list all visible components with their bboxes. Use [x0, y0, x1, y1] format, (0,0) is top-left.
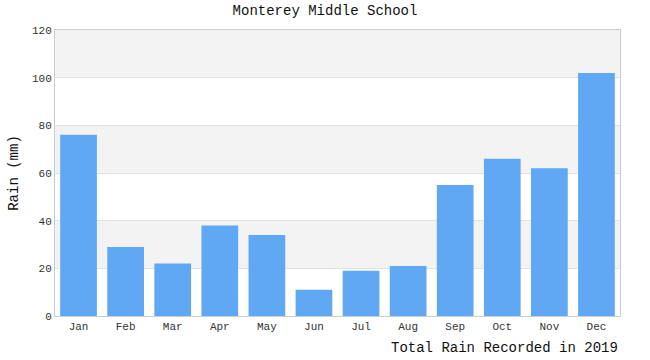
svg-text:Aug: Aug: [398, 321, 418, 333]
svg-text:Nov: Nov: [539, 321, 559, 333]
svg-text:Dec: Dec: [587, 321, 607, 333]
svg-text:60: 60: [39, 168, 52, 180]
svg-text:80: 80: [39, 120, 52, 132]
svg-text:100: 100: [32, 73, 52, 85]
svg-text:120: 120: [32, 25, 52, 37]
svg-text:0: 0: [45, 311, 52, 323]
svg-text:Sep: Sep: [445, 321, 465, 333]
svg-text:Total Rain Recorded in 2019: Total Rain Recorded in 2019: [391, 340, 618, 356]
svg-text:Oct: Oct: [492, 321, 512, 333]
svg-text:Jan: Jan: [69, 321, 89, 333]
svg-text:40: 40: [39, 216, 52, 228]
svg-text:Jun: Jun: [304, 321, 324, 333]
svg-text:Rain (mm): Rain (mm): [6, 135, 22, 211]
svg-text:Mar: Mar: [163, 321, 183, 333]
svg-text:Jul: Jul: [351, 321, 371, 333]
svg-text:Monterey Middle School: Monterey Middle School: [233, 3, 418, 19]
svg-text:Feb: Feb: [116, 321, 136, 333]
svg-text:May: May: [257, 321, 277, 333]
svg-text:Apr: Apr: [210, 321, 230, 333]
svg-text:20: 20: [39, 263, 52, 275]
